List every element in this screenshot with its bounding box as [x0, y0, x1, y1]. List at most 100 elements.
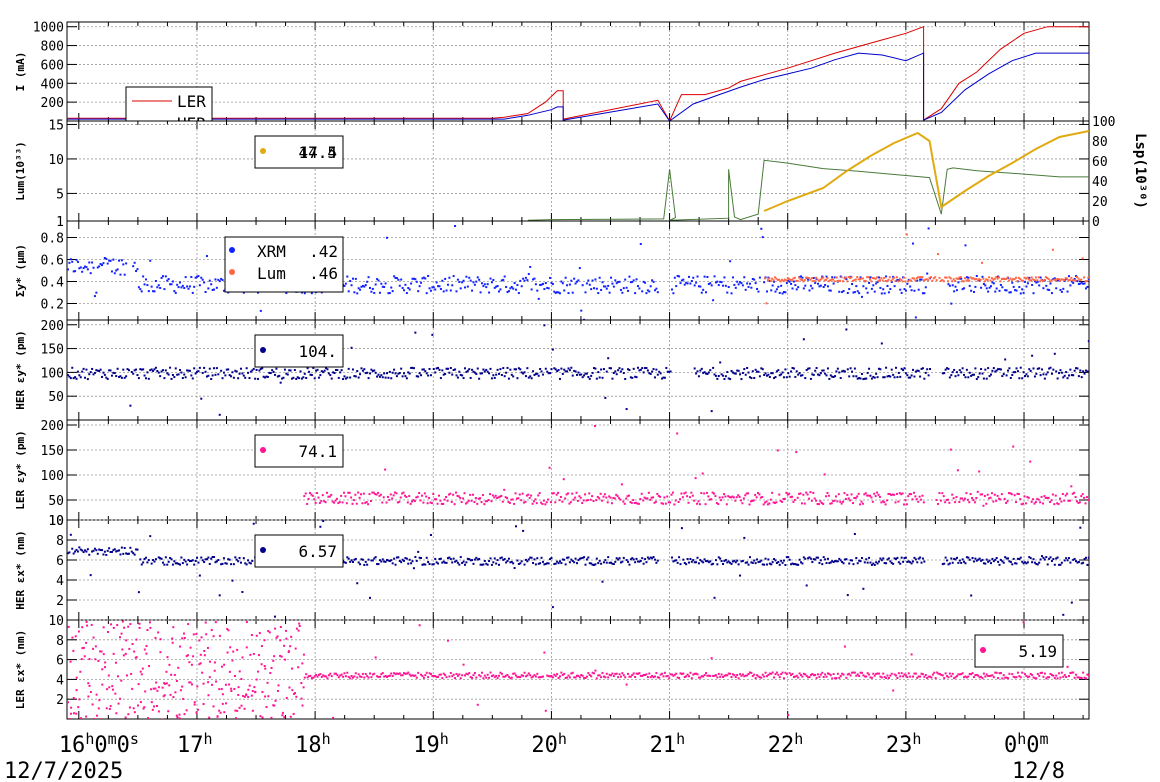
data-point	[853, 279, 856, 282]
data-point	[445, 561, 448, 564]
data-point	[693, 561, 696, 564]
data-point	[800, 502, 803, 505]
data-point	[143, 648, 146, 651]
data-point	[758, 375, 761, 378]
data-point	[272, 704, 275, 707]
data-point	[639, 368, 642, 371]
data-point	[668, 677, 671, 680]
data-point	[837, 493, 840, 496]
data-point	[1020, 279, 1023, 282]
data-point	[490, 281, 493, 284]
data-point	[253, 686, 256, 689]
data-point	[987, 560, 990, 563]
data-point	[422, 676, 425, 679]
data-point	[101, 375, 104, 378]
data-point	[258, 632, 261, 635]
data-point	[160, 370, 163, 373]
data-point	[675, 559, 678, 562]
data-point	[417, 290, 420, 293]
data-point	[864, 492, 867, 495]
data-point	[800, 275, 803, 278]
data-point	[473, 283, 476, 286]
data-point	[852, 563, 855, 566]
data-point	[825, 495, 828, 498]
data-point	[409, 502, 412, 505]
data-point	[889, 674, 892, 677]
data-point	[300, 291, 303, 294]
data-point	[208, 562, 211, 565]
data-point	[652, 368, 655, 371]
data-point	[955, 495, 958, 498]
data-point	[890, 279, 893, 282]
data-point	[338, 501, 341, 504]
data-point	[79, 670, 82, 673]
data-point	[546, 286, 549, 289]
data-point	[578, 373, 581, 376]
data-point	[198, 284, 201, 287]
data-point	[1058, 672, 1061, 675]
data-point	[255, 678, 258, 681]
data-point	[737, 283, 740, 286]
data-point	[354, 375, 357, 378]
data-point	[614, 370, 617, 373]
data-point	[822, 276, 825, 279]
data-point	[486, 673, 489, 676]
data-point	[341, 501, 344, 504]
data-point	[116, 624, 119, 627]
data-point	[1024, 502, 1027, 505]
data-point	[639, 243, 642, 246]
data-point	[649, 372, 652, 375]
data-point	[856, 495, 859, 498]
data-point	[834, 375, 837, 378]
x-tick-part: 0	[117, 733, 130, 758]
data-point	[393, 275, 396, 278]
data-point	[500, 373, 503, 376]
data-point	[201, 371, 204, 374]
data-point	[1070, 601, 1073, 604]
data-point	[1014, 562, 1017, 565]
data-point	[404, 557, 407, 560]
data-point	[108, 686, 111, 689]
data-point	[220, 369, 223, 372]
data-point	[920, 672, 923, 675]
data-point	[969, 276, 972, 279]
data-point	[986, 493, 989, 496]
data-point	[215, 560, 218, 563]
data-point	[713, 275, 716, 278]
data-point	[824, 284, 827, 287]
data-point	[1004, 556, 1007, 559]
data-point	[331, 500, 334, 503]
data-point	[829, 374, 832, 377]
data-point	[574, 370, 577, 373]
data-point	[298, 377, 301, 380]
data-point	[177, 373, 180, 376]
data-point	[669, 673, 672, 676]
y-tick-label: 0.4	[41, 276, 65, 291]
data-point	[757, 290, 760, 293]
data-point	[130, 550, 133, 553]
data-point	[797, 563, 800, 566]
data-point	[241, 591, 244, 594]
data-point	[780, 559, 783, 562]
data-point	[129, 623, 132, 626]
data-point	[173, 560, 176, 563]
data-point	[203, 561, 206, 564]
data-point	[648, 557, 651, 560]
data-point	[923, 377, 926, 380]
data-point	[492, 279, 495, 282]
data-point	[761, 496, 764, 499]
data-point	[473, 371, 476, 374]
data-point	[982, 377, 985, 380]
data-point	[147, 290, 150, 293]
data-point	[378, 494, 381, 497]
data-point	[879, 286, 882, 289]
legend-marker	[260, 148, 266, 154]
data-point	[478, 377, 481, 380]
data-point	[925, 278, 928, 281]
data-point	[962, 280, 965, 283]
data-point	[381, 376, 384, 379]
data-point	[351, 277, 354, 280]
data-point	[241, 372, 244, 375]
data-point	[818, 374, 821, 377]
data-point	[1015, 562, 1018, 565]
